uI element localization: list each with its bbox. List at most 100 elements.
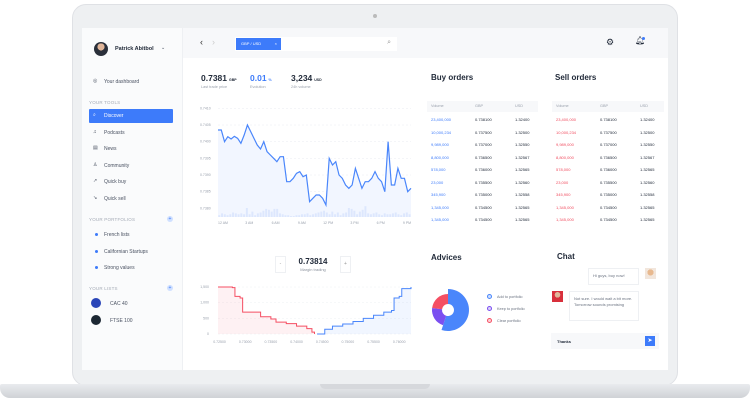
table-row[interactable]: 578,000 0.736000 1.32565	[552, 162, 664, 175]
close-icon[interactable]: ×	[274, 41, 277, 46]
sidebar-item-portfolio[interactable]: Californian Startups	[104, 248, 148, 255]
gear-icon[interactable]: ⚙	[606, 37, 615, 47]
legend-label[interactable]: Add to portfolio	[497, 295, 523, 299]
stat-label: 24h volume	[291, 85, 311, 89]
table-row[interactable]: 1,345,000 0.734500 1.32565	[552, 212, 664, 225]
volume-bar	[369, 214, 372, 217]
search-tag[interactable]: GBP / USD ×	[236, 38, 281, 50]
table-row[interactable]: 23,000 0.735500 1.32560	[552, 175, 664, 188]
margin-minus-button[interactable]: -	[275, 256, 286, 273]
volume-bar	[367, 213, 370, 217]
table-row[interactable]: 10,000,234 0.737500 1.32500	[427, 125, 538, 138]
sidebar: Patrick Abitbol ⌄ ◎ Your dashboard YOUR …	[82, 28, 183, 370]
table-cell: 0.736000	[600, 167, 617, 172]
volume-bar	[378, 214, 381, 217]
laptop-base	[0, 384, 750, 398]
table-row[interactable]: 10,000,234 0.737500 1.32500	[552, 125, 664, 138]
avatar[interactable]	[94, 42, 108, 56]
x-tick-label: 0.75500	[367, 340, 380, 344]
bell-icon[interactable]: 🔔︎	[635, 36, 646, 45]
table-row[interactable]: 345,900 0.735000 1.32558	[427, 187, 538, 200]
table-cell: 0.735500	[600, 179, 617, 185]
table-row[interactable]: 23,400,000 0.738100 1.32400	[552, 112, 664, 125]
table-cell: 0.735000	[600, 192, 617, 197]
sidebar-item-quick-buy-label[interactable]: Quick buy	[104, 179, 127, 185]
column-header: Volume	[556, 104, 569, 108]
x-tick-label: 12 AM	[218, 221, 228, 225]
table-row[interactable]: 9,989,000 0.737000 1.32550	[427, 137, 538, 150]
sidebar-item-discover[interactable]	[89, 109, 173, 123]
sidebar-item-news-label[interactable]: News	[104, 146, 117, 152]
sidebar-item-portfolio[interactable]: Strong values	[104, 265, 135, 271]
table-row[interactable]: 578,000 0.736000 1.32565	[427, 162, 538, 175]
donut-slice	[432, 294, 448, 310]
add-portfolio-button[interactable]: +	[167, 216, 173, 222]
volume-bar	[309, 215, 312, 217]
table-row[interactable]: 8,800,000 0.736500 1.32567	[552, 150, 664, 163]
sidebar-item-community-label[interactable]: Community	[104, 162, 130, 169]
sidebar-item-discover-label[interactable]: Discover	[104, 113, 124, 119]
table-row[interactable]: 23,000 0.735500 1.32560	[427, 175, 538, 188]
stat-unit: GBP	[229, 78, 237, 82]
stat-value: 0.01%	[250, 73, 272, 83]
table-cell: 345,900	[556, 192, 571, 197]
table-row[interactable]: 23,400,000 0.738100 1.32400	[427, 112, 538, 125]
forward-icon[interactable]: ›	[212, 37, 215, 47]
volume-bar	[240, 213, 243, 217]
chat-input[interactable]: Thanks ➤	[551, 333, 659, 349]
stat-unit: %	[268, 78, 272, 82]
volume-bar	[265, 208, 268, 217]
send-button[interactable]: ➤	[645, 336, 655, 346]
add-list-button[interactable]: +	[167, 285, 173, 291]
table-cell: 1.32565	[640, 204, 655, 210]
sidebar-item-list[interactable]: CAC 40	[110, 301, 128, 307]
volume-bar	[397, 214, 400, 217]
sidebar-item-dashboard[interactable]: Your dashboard	[104, 79, 140, 85]
user-name[interactable]: Patrick Abitbol	[115, 46, 154, 52]
table-row[interactable]: 9,989,000 0.737000 1.32550	[552, 137, 664, 150]
table-cell: 0.736500	[475, 154, 492, 160]
table-row[interactable]: 8,800,000 0.736500 1.32567	[427, 150, 538, 163]
legend-dot-icon	[487, 306, 492, 311]
sidebar-item-portfolio[interactable]: French lists	[104, 232, 130, 238]
volume-bar	[232, 212, 235, 217]
volume-bar	[273, 208, 276, 217]
back-icon[interactable]: ‹	[200, 37, 203, 47]
volume-bar	[234, 213, 237, 217]
sidebar-item-podcasts-label[interactable]: Podcasts	[104, 129, 125, 136]
table-cell: 1.32560	[515, 179, 530, 185]
table-cell: 1.32567	[515, 154, 530, 160]
volume-bar	[400, 215, 403, 217]
volume-bar	[284, 215, 287, 217]
table-row[interactable]: 1,345,000 0.734500 1.32565	[427, 200, 538, 213]
volume-bar	[380, 215, 383, 217]
stat-number: 0.01	[250, 73, 267, 83]
table-row[interactable]: 345,900 0.735000 1.32558	[552, 187, 664, 200]
y-tick-label: 0.7395	[200, 156, 211, 160]
table-cell: 1.32500	[640, 129, 655, 135]
table-cell: 1.32565	[640, 167, 655, 172]
price-area	[218, 125, 411, 217]
sidebar-item-quick-sell-label[interactable]: Quick sell	[104, 195, 126, 202]
search-input[interactable]: GBP / USD × ⌕	[235, 37, 397, 51]
stat-label: Last trade price	[201, 85, 228, 89]
search-icon[interactable]: ⌕	[387, 39, 391, 46]
portfolios-title: YOUR PORTFOLIOS	[89, 217, 136, 222]
legend-label[interactable]: Keep to portfolio	[497, 307, 525, 311]
table-row[interactable]: 1,345,000 0.734500 1.32565	[552, 200, 664, 213]
legend-label[interactable]: Clear portfolio	[497, 319, 521, 323]
sidebar-item-list[interactable]: FTSE 100	[110, 318, 133, 324]
lists-title: YOUR LISTS	[89, 286, 118, 291]
volume-bar	[408, 214, 411, 217]
bid-area	[218, 287, 315, 334]
table-cell: 1.32567	[640, 154, 655, 160]
buy-orders-title: Buy orders	[431, 73, 474, 82]
chevron-down-icon[interactable]: ⌄	[161, 45, 166, 51]
margin-plus-button[interactable]: +	[340, 256, 351, 273]
table-cell: 0.734500	[600, 204, 617, 210]
volume-bar	[248, 214, 251, 217]
volume-bar	[358, 211, 361, 217]
table-cell: 1.32550	[640, 142, 655, 147]
x-tick-label: 0.76000	[393, 340, 406, 344]
table-row[interactable]: 1,345,000 0.734500 1.32565	[427, 212, 538, 225]
